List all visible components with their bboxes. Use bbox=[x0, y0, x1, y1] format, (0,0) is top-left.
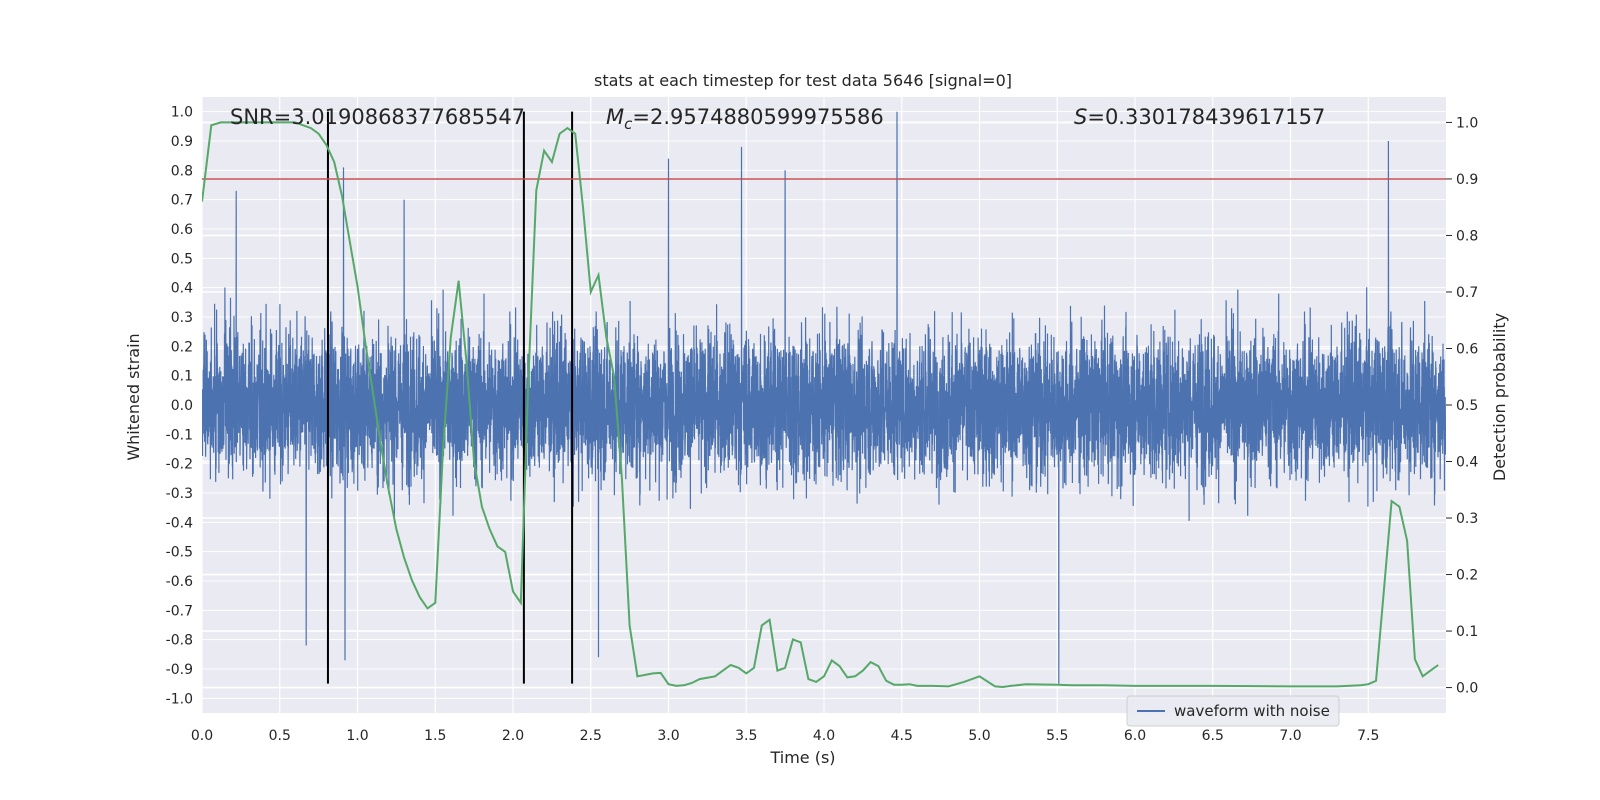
y-left-tick-label: -0.3 bbox=[166, 486, 193, 502]
y-right-tick-label: 0.2 bbox=[1456, 568, 1478, 584]
y-right-tick-label: 0.3 bbox=[1456, 511, 1478, 527]
chirp-mass-value: =2.9574880599975586 bbox=[632, 105, 883, 129]
chirp-mass-annotation: Mc=2.9574880599975586 bbox=[606, 105, 884, 133]
y-left-tick-label: 0.0 bbox=[171, 398, 193, 414]
waveform-series-line bbox=[202, 111, 1446, 684]
y-left-tick-label: 0.3 bbox=[171, 310, 193, 326]
plot-content bbox=[202, 111, 1446, 689]
s-symbol: S bbox=[1074, 105, 1087, 129]
x-tick-label: 5.0 bbox=[968, 728, 990, 744]
x-tick-label: 2.0 bbox=[502, 728, 524, 744]
x-tick-label: 0.0 bbox=[191, 728, 213, 744]
x-tick-label: 2.5 bbox=[580, 728, 602, 744]
y-left-tick-label: -0.4 bbox=[166, 515, 193, 531]
y-right-tick-label: 0.7 bbox=[1456, 285, 1478, 301]
y-left-tick-label: -0.1 bbox=[166, 427, 193, 443]
y-right-tick-label: 1.0 bbox=[1456, 115, 1478, 131]
x-tick-label: 6.5 bbox=[1202, 728, 1224, 744]
x-axis-label: Time (s) bbox=[769, 748, 835, 767]
y-right-tick-label: 0.4 bbox=[1456, 455, 1478, 471]
x-tick-label: 3.0 bbox=[657, 728, 679, 744]
y-left-axis-ticks: 1.0 0.9 0.8 0.7 0.6 0.5 0.4 0.3 0.2 0.1 0.0 -0.1 -0.… bbox=[166, 105, 193, 708]
y-left-tick-label: -0.7 bbox=[166, 603, 193, 619]
chart-title: stats at each timestep for test data 564… bbox=[594, 71, 1012, 90]
snr-annotation: SNR=3.0190868377685547 bbox=[230, 105, 525, 129]
legend-label-waveform: waveform with noise bbox=[1174, 702, 1330, 720]
s-annotation: S=0.330178439617157 bbox=[1074, 105, 1325, 129]
y-left-tick-label: -1.0 bbox=[166, 691, 193, 707]
y-left-tick-label: 0.5 bbox=[171, 251, 193, 267]
x-axis-ticks: 0.0 0.5 1.0 1.5 2.0 2.5 3.0 3.5 4.0 4.5 5.0 5.5 6.0 6… bbox=[191, 728, 1380, 744]
x-tick-label: 6.0 bbox=[1124, 728, 1146, 744]
y-left-tick-label: -0.5 bbox=[166, 545, 193, 561]
chirp-mass-symbol: M bbox=[606, 105, 624, 129]
legend-box bbox=[1126, 695, 1340, 727]
chirp-mass-subscript: c bbox=[624, 115, 633, 133]
y-left-tick-label: 0.6 bbox=[171, 222, 193, 238]
y-right-axis-ticks: 1.0 0.9 0.8 0.7 0.6 0.5 0.4 0.3 0.2 0.1 0.0 bbox=[1446, 115, 1478, 697]
x-tick-label: 1.0 bbox=[346, 728, 368, 744]
y-right-tick-label: 0.1 bbox=[1456, 624, 1478, 640]
detection-probability-series-line bbox=[202, 121, 1439, 689]
y-left-axis-label: Whitened strain bbox=[124, 333, 143, 460]
legend: waveform with noise bbox=[1126, 695, 1340, 727]
x-tick-label: 7.5 bbox=[1357, 728, 1379, 744]
x-tick-label: 0.5 bbox=[269, 728, 291, 744]
x-tick-label: 3.5 bbox=[735, 728, 757, 744]
x-tick-label: 1.5 bbox=[424, 728, 446, 744]
vertical-markers bbox=[326, 111, 574, 684]
y-right-tick-label: 0.8 bbox=[1456, 228, 1478, 244]
y-left-tick-label: -0.9 bbox=[166, 662, 193, 678]
y-right-tick-label: 0.6 bbox=[1456, 341, 1478, 357]
y-left-tick-label: 0.1 bbox=[171, 369, 193, 385]
x-tick-label: 4.0 bbox=[813, 728, 835, 744]
y-left-tick-label: 0.4 bbox=[171, 281, 193, 297]
y-left-tick-label: 0.8 bbox=[171, 163, 193, 179]
x-tick-label: 4.5 bbox=[891, 728, 913, 744]
y-left-tick-label: 0.7 bbox=[171, 193, 193, 209]
y-left-tick-label: -0.2 bbox=[166, 457, 193, 473]
y-left-tick-label: 0.9 bbox=[171, 134, 193, 150]
x-tick-label: 7.0 bbox=[1279, 728, 1301, 744]
y-right-tick-label: 0.5 bbox=[1456, 398, 1478, 414]
y-left-tick-label: -0.6 bbox=[166, 574, 193, 590]
x-tick-label: 5.5 bbox=[1046, 728, 1068, 744]
y-left-tick-label: -0.8 bbox=[166, 633, 193, 649]
y-left-tick-label: 0.2 bbox=[171, 339, 193, 355]
y-right-tick-label: 0.0 bbox=[1456, 681, 1478, 697]
y-left-tick-label: 1.0 bbox=[171, 105, 193, 121]
y-right-axis-label: Detection probability bbox=[1490, 313, 1509, 481]
y-right-tick-label: 0.9 bbox=[1456, 172, 1478, 188]
s-value: =0.330178439617157 bbox=[1087, 105, 1325, 129]
